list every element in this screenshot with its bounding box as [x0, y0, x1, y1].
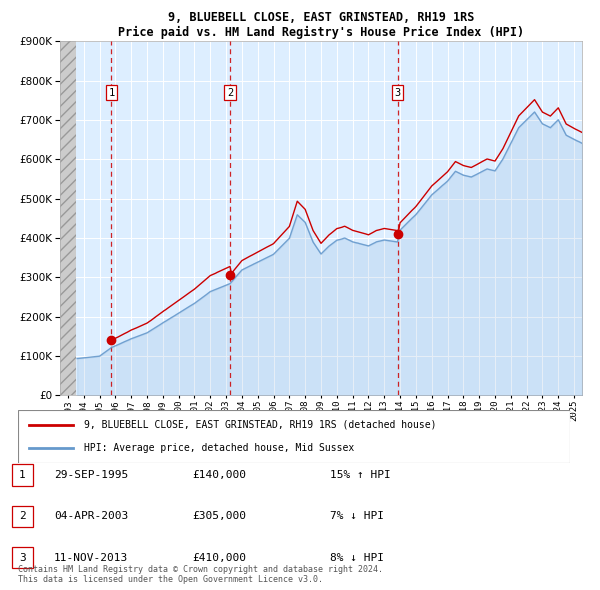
FancyBboxPatch shape [18, 410, 570, 463]
Text: 9, BLUEBELL CLOSE, EAST GRINSTEAD, RH19 1RS (detached house): 9, BLUEBELL CLOSE, EAST GRINSTEAD, RH19 … [84, 420, 437, 430]
Title: 9, BLUEBELL CLOSE, EAST GRINSTEAD, RH19 1RS
Price paid vs. HM Land Registry's Ho: 9, BLUEBELL CLOSE, EAST GRINSTEAD, RH19 … [118, 11, 524, 39]
Text: 29-SEP-1995: 29-SEP-1995 [54, 470, 128, 480]
Text: 1: 1 [19, 470, 26, 480]
Text: 7% ↓ HPI: 7% ↓ HPI [330, 512, 384, 521]
Text: 11-NOV-2013: 11-NOV-2013 [54, 553, 128, 562]
Text: HPI: Average price, detached house, Mid Sussex: HPI: Average price, detached house, Mid … [84, 443, 355, 453]
Text: 3: 3 [19, 553, 26, 562]
Text: 04-APR-2003: 04-APR-2003 [54, 512, 128, 521]
Text: £140,000: £140,000 [192, 470, 246, 480]
Text: 2: 2 [227, 88, 233, 97]
Text: £305,000: £305,000 [192, 512, 246, 521]
Text: 15% ↑ HPI: 15% ↑ HPI [330, 470, 391, 480]
Text: 1: 1 [108, 88, 115, 97]
Bar [60, 41, 76, 395]
Text: £410,000: £410,000 [192, 553, 246, 562]
Text: Contains HM Land Registry data © Crown copyright and database right 2024.
This d: Contains HM Land Registry data © Crown c… [18, 565, 383, 584]
Text: 3: 3 [395, 88, 401, 97]
Text: 2: 2 [19, 512, 26, 521]
Text: 8% ↓ HPI: 8% ↓ HPI [330, 553, 384, 562]
